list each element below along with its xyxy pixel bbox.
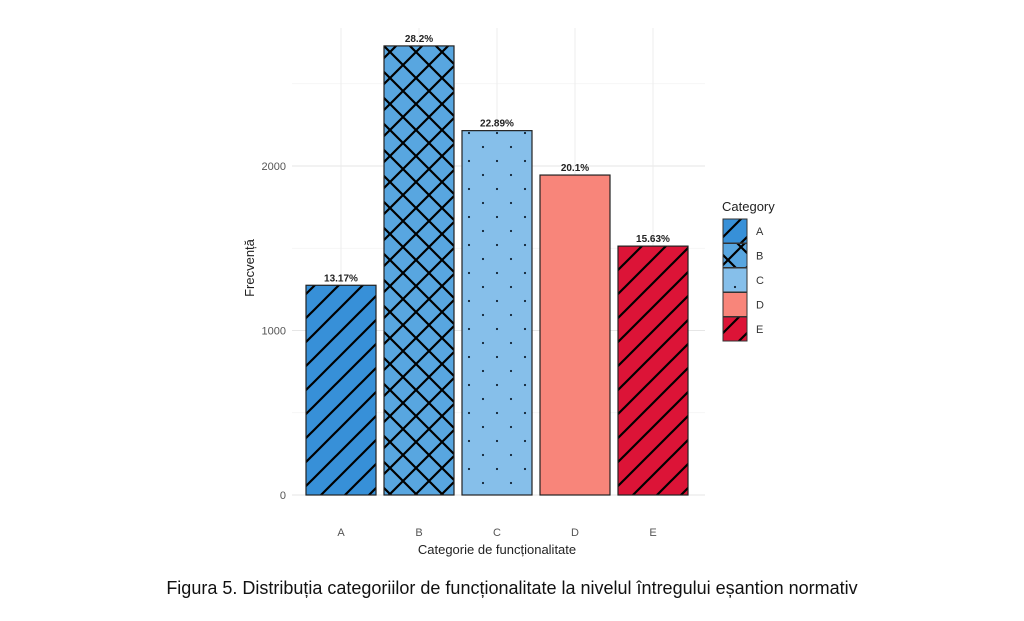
- figure-caption: Figura 5. Distribuția categoriilor de fu…: [166, 578, 858, 598]
- x-axis-label: Categorie de funcționalitate: [418, 542, 576, 557]
- x-tick-label: E: [649, 527, 656, 539]
- y-tick-label: 0: [280, 490, 286, 502]
- legend-label: D: [756, 300, 764, 312]
- legend-key-pattern-B: [723, 243, 747, 268]
- bar-outline-E: [617, 245, 689, 496]
- y-tick-label: 2000: [262, 161, 286, 173]
- bar-pattern-E: [618, 246, 688, 495]
- legend: Category A BC DE: [722, 199, 775, 342]
- data-label: 15.63%: [636, 234, 670, 245]
- x-tick-label: B: [415, 527, 422, 539]
- y-axis-label: Frecvență: [242, 238, 257, 297]
- x-axis-ticks: A B C D E: [337, 527, 656, 539]
- bar-pattern-A: [306, 285, 376, 495]
- legend-key-pattern-E: [723, 317, 747, 341]
- bar-pattern-B: [384, 45, 454, 495]
- legend-key-pattern-C: [723, 268, 747, 292]
- data-label: 20.1%: [561, 163, 589, 174]
- x-tick-label: C: [493, 527, 501, 539]
- data-label: 13.17%: [324, 273, 358, 284]
- data-label: 22.89%: [480, 119, 514, 130]
- y-tick-label: 1000: [262, 326, 286, 338]
- legend-label: E: [756, 324, 763, 336]
- legend-label: C: [756, 275, 764, 287]
- x-tick-label: D: [571, 527, 579, 539]
- bar-pattern-C: [462, 130, 532, 495]
- bar-outline-A: [305, 284, 377, 496]
- y-axis-ticks: 0 1000 2000: [262, 161, 286, 502]
- legend-key-pattern-A: [723, 219, 747, 243]
- legend-title: Category: [722, 199, 775, 214]
- x-tick-label: A: [337, 527, 345, 539]
- bars: 13.17% 28.2% 22.89% 20.1% 15.63%: [305, 34, 689, 496]
- data-label: 28.2%: [405, 34, 433, 45]
- bar-outline-B: [383, 45, 455, 496]
- legend-label: A: [756, 226, 764, 238]
- legend-label: B: [756, 251, 763, 263]
- legend-key-D: [723, 292, 747, 317]
- bar-outline-C: [461, 130, 533, 496]
- legend-key-outline-E: [722, 316, 748, 342]
- bar-outline-D: [539, 174, 611, 496]
- bar-D: [540, 175, 610, 496]
